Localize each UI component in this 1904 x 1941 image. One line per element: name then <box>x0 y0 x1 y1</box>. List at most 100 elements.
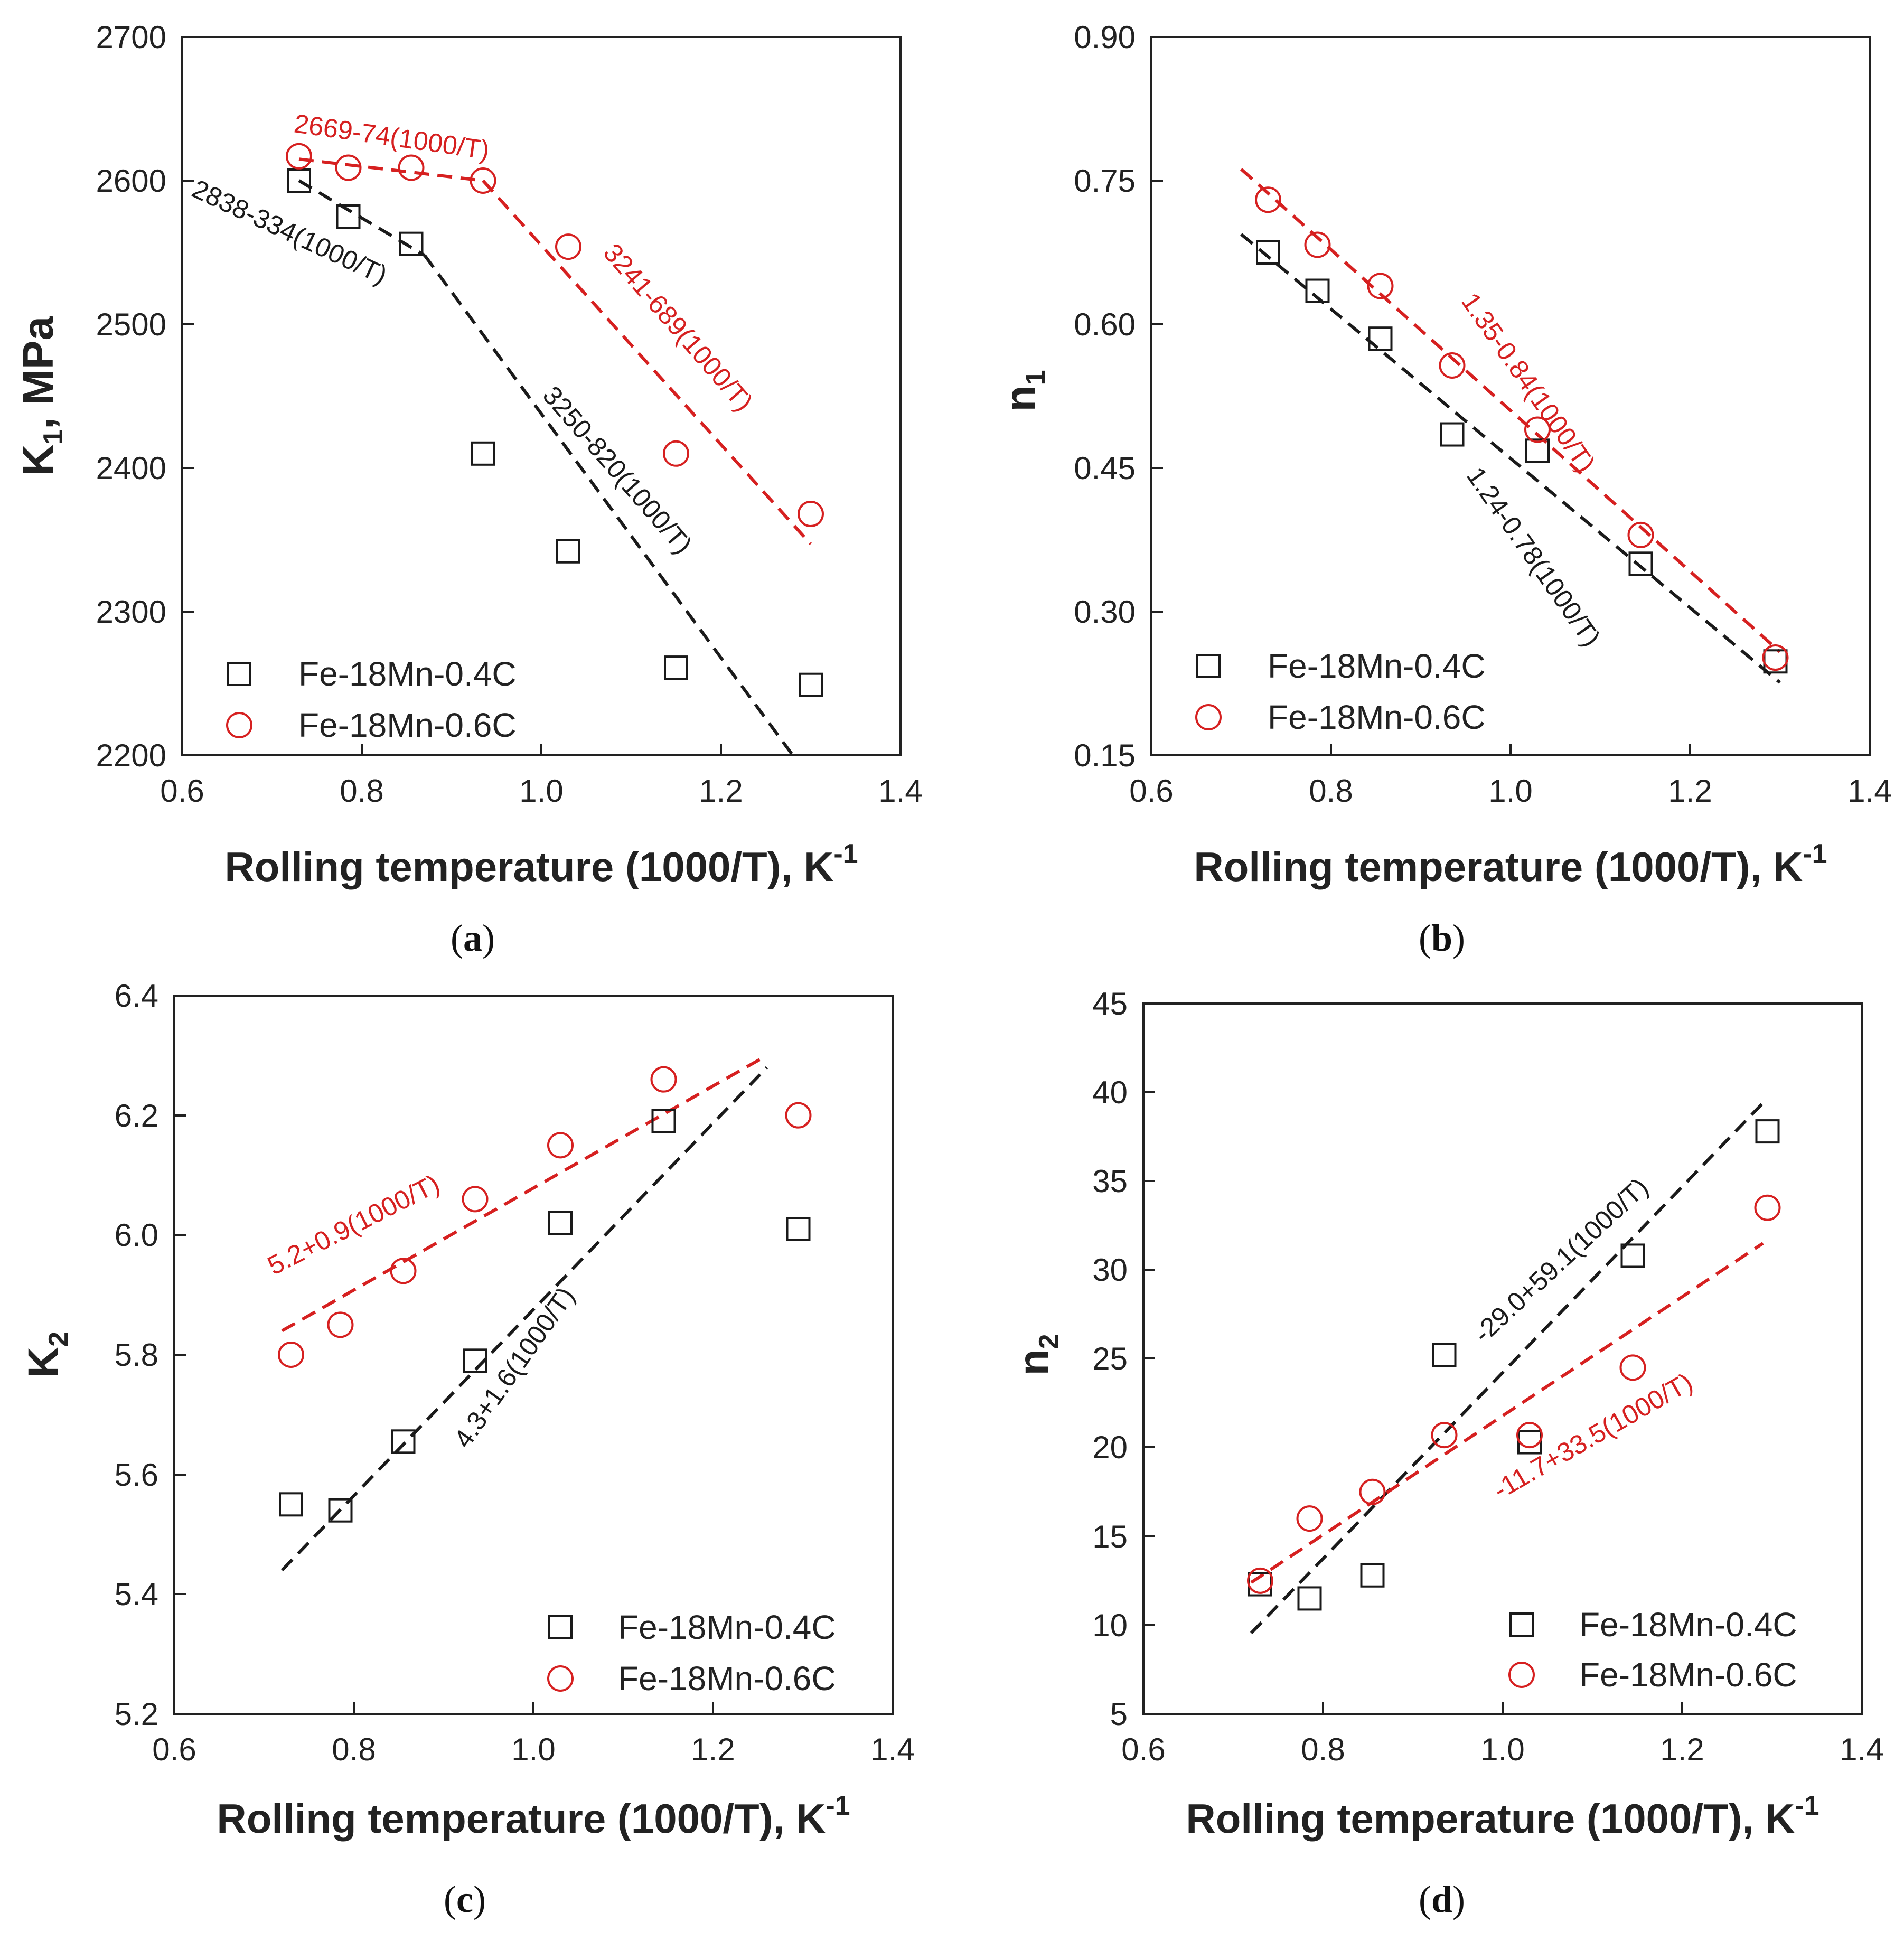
fit-lines-b <box>1240 168 1781 684</box>
data-point-b-s0-0 <box>1256 240 1280 265</box>
x-tick-marks-a <box>181 744 902 755</box>
x-axis-label-d: Rolling temperature (1000/T), K-1 <box>1186 1790 1819 1842</box>
legend-b-circle-marker <box>1195 704 1222 730</box>
legend-c: Fe-18Mn-0.4C Fe-18Mn-0.6C <box>547 1608 836 1698</box>
data-point-a-s1-5 <box>663 440 689 467</box>
x-axis-label-b: Rolling temperature (1000/T), K-1 <box>1194 839 1827 890</box>
x-tick-label-d-4: 1.4 <box>1840 1732 1883 1767</box>
y-tick-label-d-8: 45 <box>1092 986 1128 1021</box>
x-tick-label-b-1: 0.8 <box>1309 773 1353 809</box>
fit-line-d-0 <box>1250 1102 1765 1635</box>
y-axis-label-c-main: K <box>20 1347 68 1378</box>
y-axis-label-d: n2 <box>1010 1334 1064 1375</box>
y-tick-label-a-5: 2700 <box>96 20 166 55</box>
fit-lines-a <box>298 157 812 756</box>
x-axis-label-d-sup: -1 <box>1795 1790 1819 1821</box>
y-axis-label-c: K2 <box>20 1331 74 1378</box>
y-axis-label-a-main: K <box>14 445 62 476</box>
fit-line-d-1 <box>1250 1242 1764 1584</box>
y-tick-label-d-0: 5 <box>1110 1696 1128 1732</box>
y-axis-label-b-main: n <box>997 385 1045 411</box>
legend-d: Fe-18Mn-0.4C Fe-18Mn-0.6C <box>1508 1606 1797 1694</box>
legend-c-label-0: Fe-18Mn-0.4C <box>618 1608 836 1646</box>
panel-a: 0.6 0.8 1.0 1.2 1.4 2200 2300 2400 2500 … <box>14 20 923 959</box>
data-point-a-s1-0 <box>286 143 312 170</box>
caption-c-letter: c <box>456 1878 473 1920</box>
data-point-b-s0-1 <box>1305 278 1330 303</box>
data-point-d-s1-6 <box>1754 1194 1781 1221</box>
fit-label-a-3: 3241-689(1000/T) <box>598 238 759 417</box>
y-tick-label-c-2: 5.6 <box>115 1457 158 1493</box>
y-tick-label-a-2: 2400 <box>96 451 166 486</box>
y-tick-label-b-4: 0.75 <box>1074 163 1136 199</box>
data-point-b-s1-6 <box>1762 644 1789 671</box>
y-axis-label-b-sub: 1 <box>1020 370 1051 385</box>
data-point-a-s0-1 <box>336 204 361 229</box>
data-point-a-s0-2 <box>399 231 424 256</box>
data-point-c-s0-0 <box>279 1492 303 1517</box>
data-point-d-s0-2 <box>1360 1563 1385 1588</box>
y-tick-labels-c: 5.2 5.4 5.6 5.8 6.0 6.2 6.4 <box>115 978 158 1732</box>
y-tick-label-b-5: 0.90 <box>1074 20 1136 55</box>
plot-frame-b <box>1150 36 1871 756</box>
data-point-d-s0-6 <box>1755 1119 1780 1144</box>
data-point-c-s1-5 <box>650 1066 677 1093</box>
y-tick-label-d-3: 20 <box>1092 1430 1128 1465</box>
data-point-d-s1-0 <box>1247 1567 1273 1594</box>
x-tick-label-d-1: 0.8 <box>1301 1732 1345 1767</box>
x-tick-label-b-3: 1.2 <box>1668 773 1712 809</box>
y-tick-labels-b: 0.15 0.30 0.45 0.60 0.75 0.90 <box>1074 20 1136 773</box>
caption-d: (d) <box>1419 1878 1465 1920</box>
data-point-a-s1-3 <box>470 167 496 194</box>
x-tick-label-d-0: 0.6 <box>1121 1732 1165 1767</box>
legend-b-label-0: Fe-18Mn-0.4C <box>1268 647 1486 685</box>
data-point-a-s1-1 <box>335 154 362 181</box>
y-axis-label-d-sub: 2 <box>1034 1334 1064 1349</box>
x-tick-label-c-2: 1.0 <box>511 1732 555 1767</box>
legend-d-label-1: Fe-18Mn-0.6C <box>1579 1656 1797 1694</box>
y-tick-label-b-3: 0.60 <box>1074 307 1136 342</box>
data-point-a-s1-2 <box>398 154 425 181</box>
x-tick-label-a-1: 0.8 <box>340 773 383 809</box>
caption-b: (b) <box>1419 917 1465 959</box>
y-tick-label-d-4: 25 <box>1092 1341 1128 1376</box>
data-point-b-s0-2 <box>1368 326 1393 351</box>
data-point-c-s1-2 <box>390 1258 417 1284</box>
data-point-a-s0-0 <box>287 168 311 193</box>
panel-d: 0.6 0.8 1.0 1.2 1.4 5 10 15 20 25 30 35 … <box>1010 986 1884 1920</box>
data-point-c-s0-2 <box>391 1429 416 1454</box>
x-tick-label-c-3: 1.2 <box>691 1732 735 1767</box>
data-points-c <box>278 1066 812 1523</box>
data-point-b-s1-2 <box>1367 273 1394 299</box>
x-tick-label-b-2: 1.0 <box>1488 773 1532 809</box>
legend-c-label-1: Fe-18Mn-0.6C <box>618 1659 836 1698</box>
data-point-c-s0-5 <box>651 1109 676 1133</box>
data-point-d-s1-4 <box>1516 1422 1543 1449</box>
fit-label-b-1: 1.35-0.84(1000/T) <box>1456 287 1601 477</box>
y-tick-label-c-3: 5.8 <box>115 1337 158 1373</box>
y-tick-marks-c <box>174 995 186 1715</box>
fit-line-b-1 <box>1240 168 1781 653</box>
x-tick-label-a-0: 0.6 <box>160 773 204 809</box>
x-tick-label-c-4: 1.4 <box>870 1732 914 1767</box>
data-point-c-s1-3 <box>462 1186 489 1213</box>
fit-label-c-1: 5.2+0.9(1000/T) <box>263 1169 445 1281</box>
legend-a: Fe-18Mn-0.4C Fe-18Mn-0.6C <box>226 655 517 744</box>
fit-label-b-0: 1.24-0.78(1000/T) <box>1461 462 1606 652</box>
data-point-c-s0-1 <box>328 1498 353 1523</box>
y-tick-label-b-0: 0.15 <box>1074 738 1136 773</box>
x-tick-labels-c: 0.6 0.8 1.0 1.2 1.4 <box>152 1732 914 1767</box>
x-axis-label-a: Rolling temperature (1000/T), K-1 <box>224 839 858 890</box>
x-axis-label-a-sup: -1 <box>833 839 858 869</box>
x-axis-label-d-main: Rolling temperature (1000/T), K <box>1186 1795 1795 1842</box>
y-tick-label-d-5: 30 <box>1092 1252 1128 1288</box>
y-tick-marks-d <box>1143 1002 1155 1715</box>
data-point-d-s0-5 <box>1620 1243 1645 1268</box>
y-tick-marks-b <box>1151 36 1163 756</box>
data-point-a-s0-5 <box>664 655 688 680</box>
x-tick-label-d-3: 1.2 <box>1660 1732 1704 1767</box>
data-point-b-s1-4 <box>1524 416 1551 443</box>
data-point-d-s1-1 <box>1296 1505 1323 1532</box>
x-tick-label-a-2: 1.0 <box>519 773 563 809</box>
